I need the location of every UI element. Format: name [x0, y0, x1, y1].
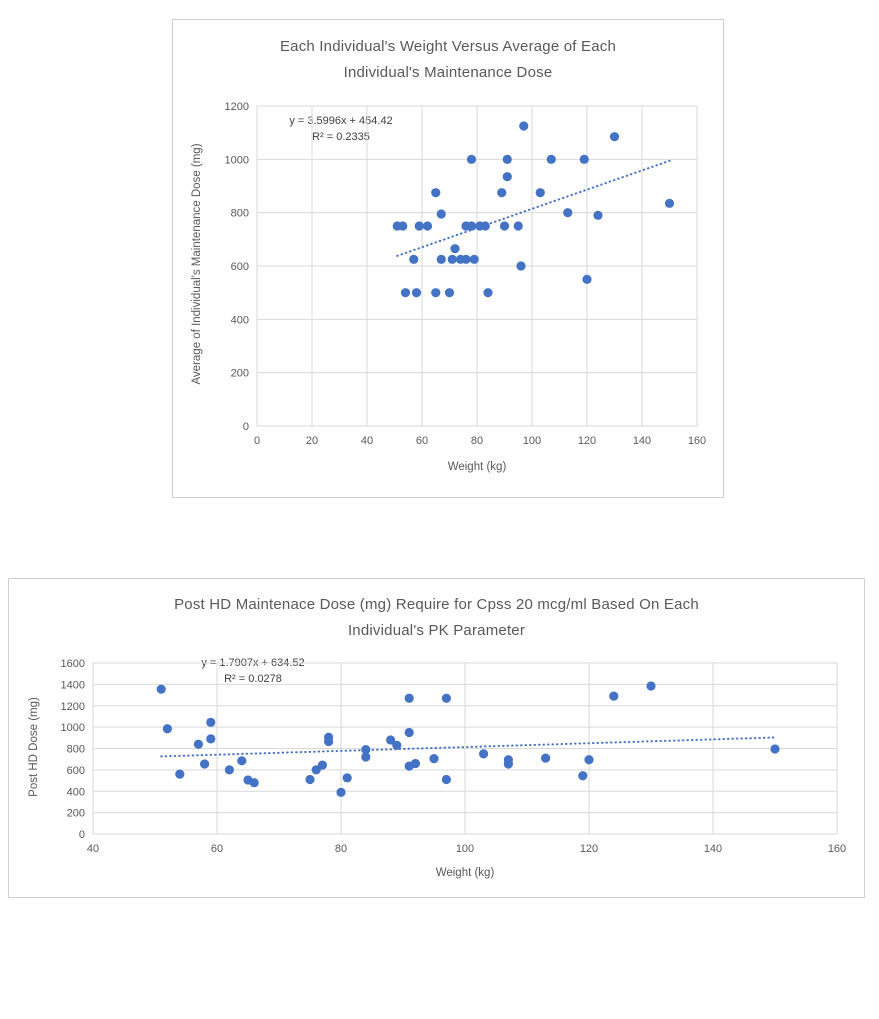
svg-text:1200: 1200	[225, 101, 249, 113]
svg-text:100: 100	[456, 843, 474, 855]
svg-text:0: 0	[243, 421, 249, 433]
svg-text:1000: 1000	[61, 722, 85, 734]
x-axis-title: Weight (kg)	[447, 461, 507, 473]
scatter-chart-weight-vs-maintenance-dose: Each Individual's Weight Versus Average …	[172, 19, 724, 498]
svg-text:200: 200	[67, 808, 85, 820]
svg-text:400: 400	[67, 786, 85, 798]
svg-text:40: 40	[87, 843, 99, 855]
trendline-r-squared: R² = 0.2335	[312, 131, 370, 143]
svg-text:80: 80	[335, 843, 347, 855]
x-axis-title: Weight (kg)	[435, 867, 495, 879]
svg-text:120: 120	[580, 843, 598, 855]
plot-area: 0 20 40 60 80 100 120 140 160 0 200 400 600 800 1000 12…	[225, 101, 707, 447]
svg-text:100: 100	[523, 435, 541, 447]
svg-text:60: 60	[416, 435, 428, 447]
svg-text:120: 120	[578, 435, 596, 447]
svg-text:20: 20	[306, 435, 318, 447]
svg-text:0: 0	[254, 435, 260, 447]
svg-text:1000: 1000	[225, 154, 249, 166]
scatter-chart-post-hd-dose: Post HD Maintenace Dose (mg) Require for…	[8, 578, 865, 898]
svg-text:400: 400	[231, 314, 249, 326]
chart-title-line-1: Each Individual's Weight Versus Average …	[279, 38, 617, 55]
svg-text:800: 800	[67, 744, 85, 756]
svg-text:80: 80	[471, 435, 483, 447]
chart-title-line-1: Post HD Maintenace Dose (mg) Require for…	[174, 596, 699, 613]
trendline-r-squared: R² = 0.0278	[224, 673, 282, 685]
svg-text:600: 600	[67, 765, 85, 777]
svg-text:140: 140	[633, 435, 651, 447]
svg-text:1600: 1600	[61, 658, 85, 670]
svg-text:160: 160	[828, 843, 846, 855]
svg-text:160: 160	[688, 435, 706, 447]
svg-text:800: 800	[231, 208, 249, 220]
chart-title: Each Individual's Weight Versus Average …	[173, 34, 723, 86]
svg-text:1200: 1200	[61, 701, 85, 713]
chart-title: Post HD Maintenace Dose (mg) Require for…	[9, 592, 864, 644]
svg-text:0: 0	[79, 829, 85, 841]
chart-title-line-2: Individual's Maintenance Dose	[343, 64, 553, 81]
plot-area: 40 60 80 100 120 140 1600200400600800100012001…	[61, 658, 847, 855]
svg-text:60: 60	[211, 843, 223, 855]
chart-title-line-2: Individual's PK Parameter	[347, 622, 526, 639]
svg-text:200: 200	[231, 368, 249, 380]
svg-text:140: 140	[704, 843, 722, 855]
svg-text:600: 600	[231, 261, 249, 273]
svg-text:1400: 1400	[61, 679, 85, 691]
svg-text:40: 40	[361, 435, 373, 447]
